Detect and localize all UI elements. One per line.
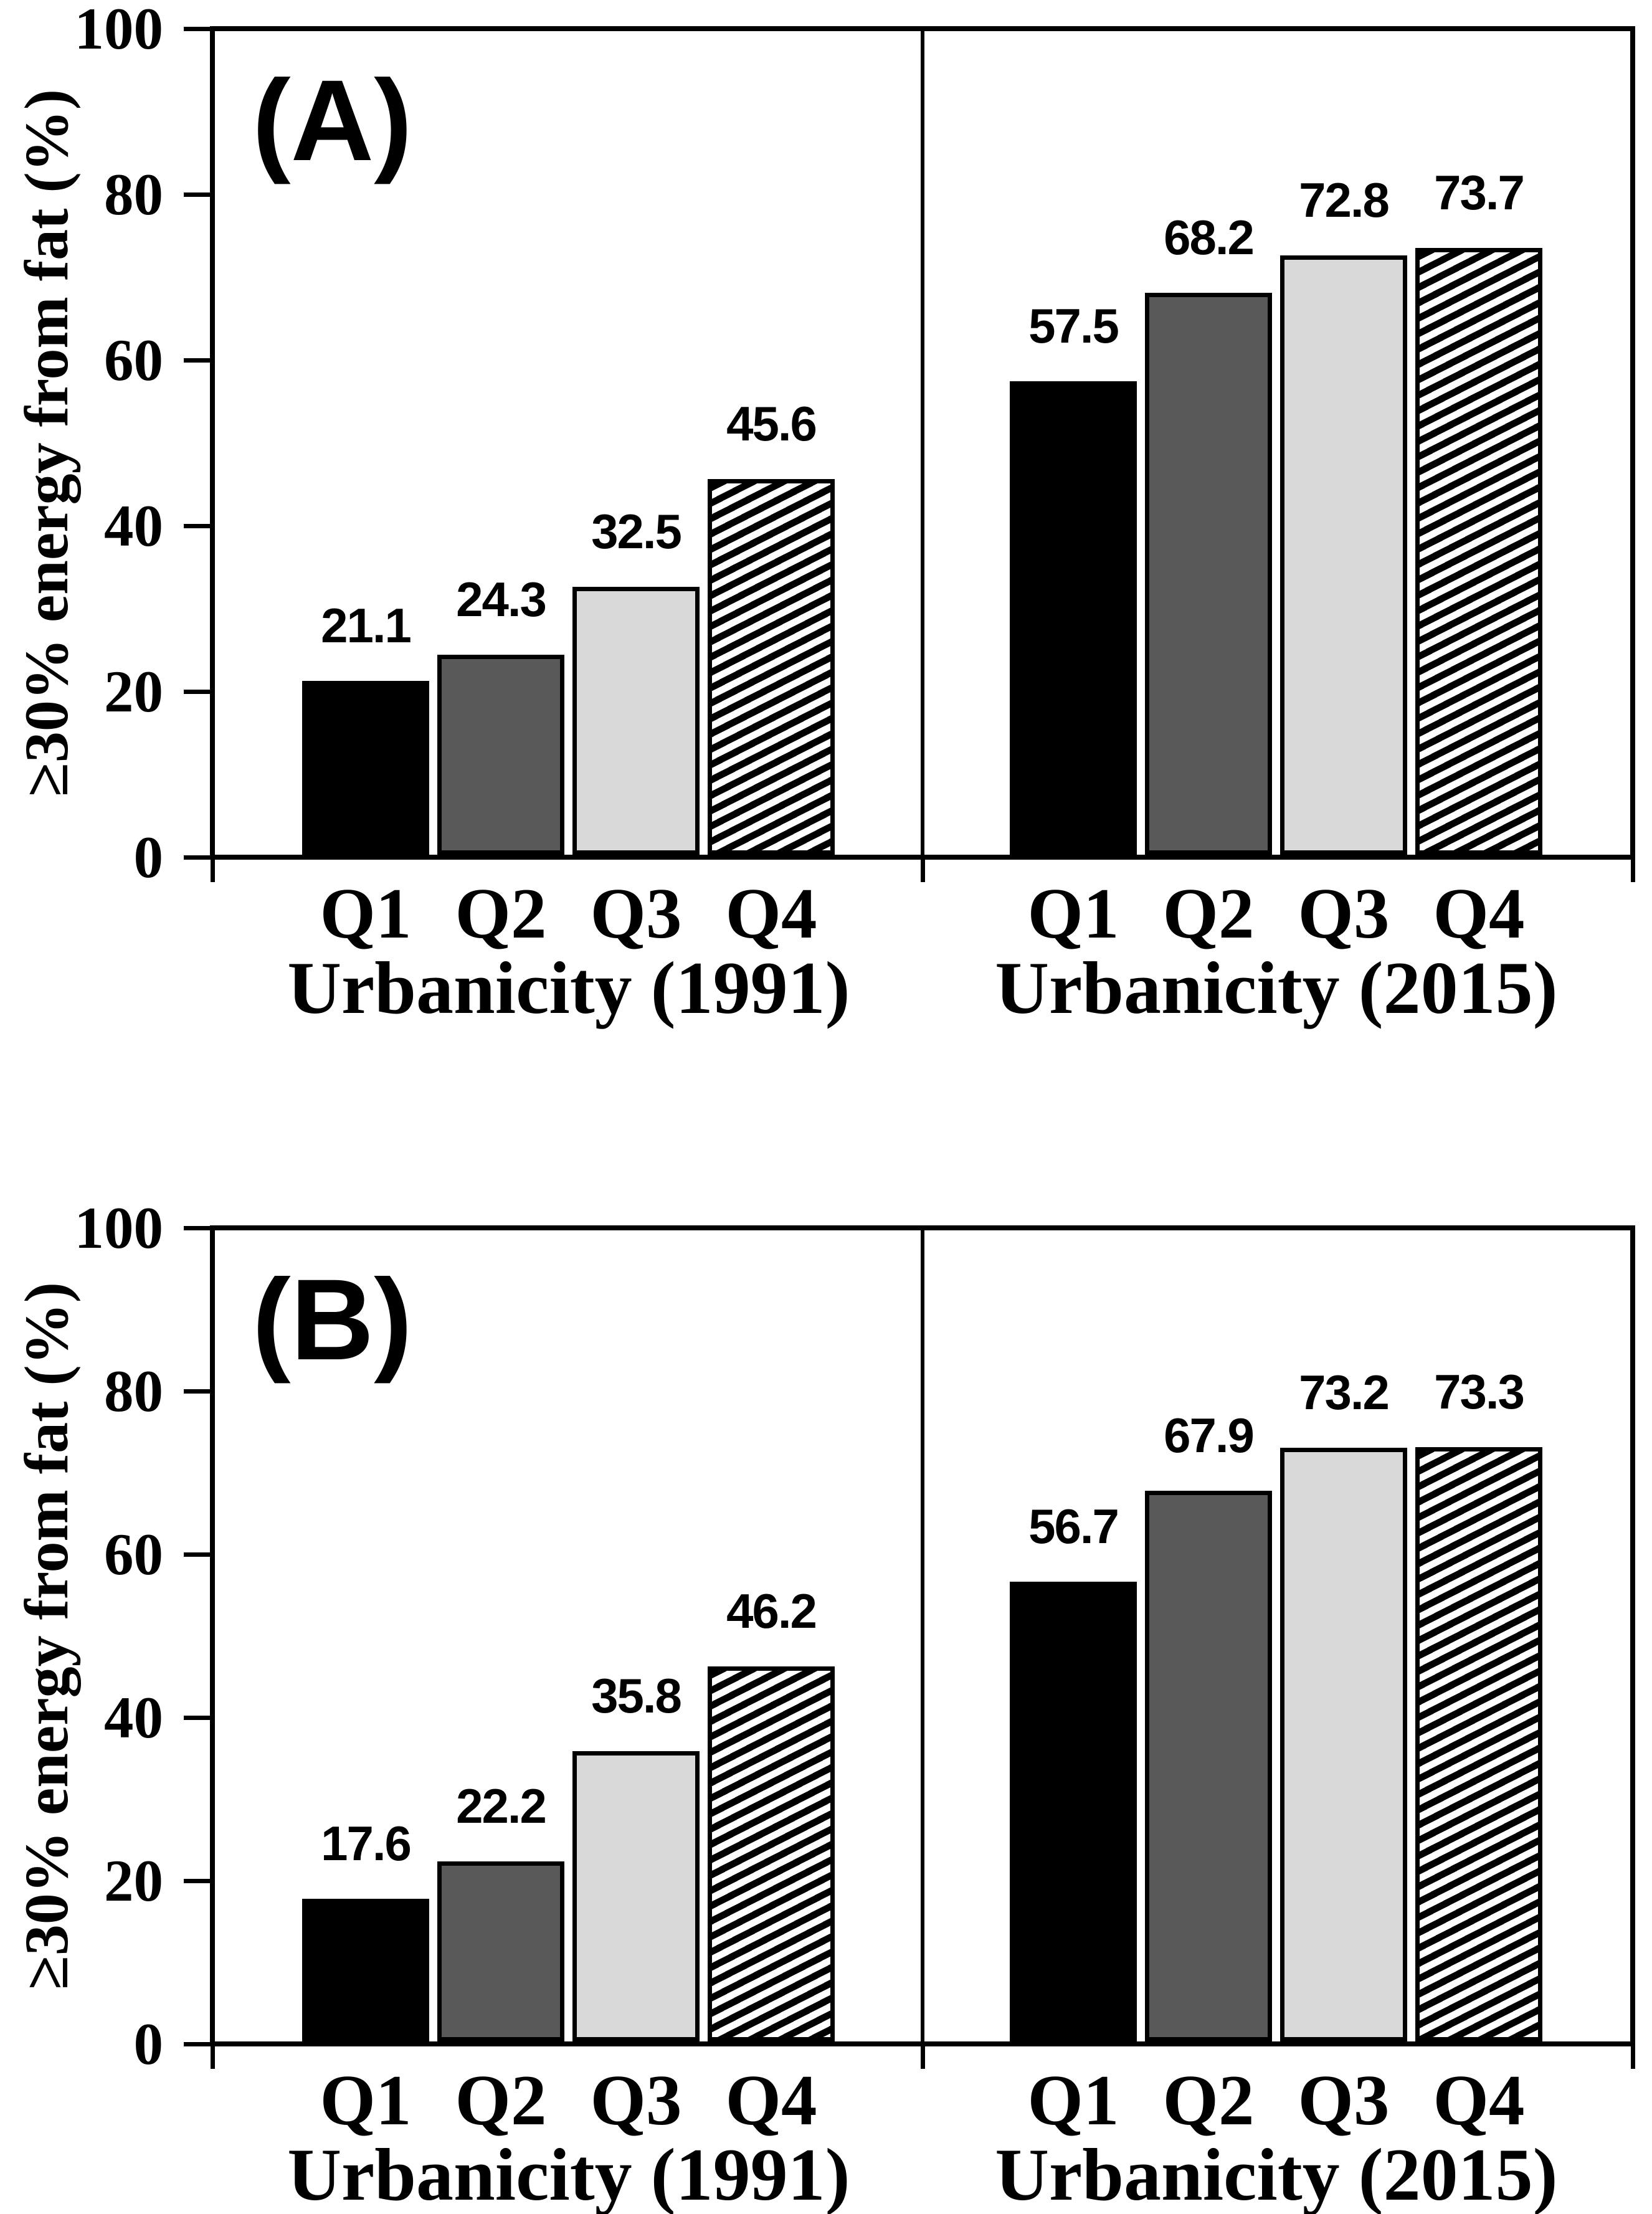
y-axis-title: ≥30% energy from fat (%) (12, 1281, 81, 1990)
bar-value-label: 22.2 (456, 1779, 547, 1833)
y-axis-tick-label: 40 (104, 1684, 163, 1751)
y-axis-tick (184, 689, 210, 694)
y-axis-tick (184, 1389, 210, 1394)
group-axis-title: Urbanicity (1991) (287, 2133, 850, 2214)
category-label: Q2 (1162, 874, 1255, 953)
x-axis-tick (1630, 2046, 1635, 2069)
y-axis-tick-label: 100 (74, 0, 164, 62)
bar-q1-group2 (1010, 381, 1137, 855)
group-axis-title: Urbanicity (1991) (287, 946, 850, 1029)
panel-letter: (A) (252, 57, 412, 185)
plot-area: (A) 21.1 24.3 32.5 45.6 57.5 68.2 72.8 73.7 (210, 26, 1635, 860)
x-axis-tick (1630, 860, 1635, 882)
bar-value-label: 67.9 (1164, 1408, 1255, 1463)
bar-value-label: 57.5 (1028, 298, 1119, 353)
group-axis-title: Urbanicity (2015) (995, 946, 1558, 1029)
y-axis-tick (184, 26, 210, 31)
group-divider-line (921, 31, 924, 855)
bar-q1-group2 (1010, 1582, 1137, 2041)
bar-q2-group2 (1145, 293, 1272, 855)
bar-q1-group1 (302, 681, 429, 855)
category-label: Q4 (725, 874, 817, 953)
category-label: Q1 (1027, 2061, 1119, 2140)
y-axis-tick (184, 192, 210, 197)
bar-q3-group2 (1280, 255, 1407, 855)
category-label: Q2 (455, 874, 547, 953)
category-label: Q4 (1433, 874, 1525, 953)
bar-q3-group1 (572, 587, 700, 855)
bar-value-label: 17.6 (321, 1816, 412, 1871)
bar-q3-group2 (1280, 1448, 1407, 2041)
panel-letter: (B) (252, 1256, 412, 1384)
category-label: Q3 (590, 2061, 682, 2140)
category-label: Q1 (320, 874, 412, 953)
y-axis-tick (184, 1715, 210, 1720)
y-axis-tick-label: 100 (74, 1195, 164, 1261)
category-label: Q4 (1433, 2061, 1525, 2140)
bar-value-label: 56.7 (1028, 1499, 1119, 1554)
bar-q4-group2 (1415, 248, 1542, 855)
y-axis-tick (184, 1878, 210, 1883)
y-axis-tick-label: 80 (104, 1358, 163, 1424)
x-axis-tick (210, 2046, 215, 2069)
y-axis-tick-label: 60 (104, 1521, 163, 1587)
bar-value-label: 73.7 (1434, 165, 1525, 220)
category-label: Q1 (320, 2061, 412, 2140)
category-label: Q1 (1027, 874, 1119, 953)
bar-value-label: 21.1 (321, 598, 412, 653)
category-label: Q4 (725, 2061, 817, 2140)
y-axis-tick (184, 523, 210, 528)
bar-q2-group1 (437, 655, 564, 855)
y-axis-tick (184, 2041, 210, 2046)
group-divider-line (921, 1230, 924, 2041)
y-axis-tick-label: 20 (104, 1848, 163, 1914)
y-axis-tick-label: 80 (104, 161, 163, 227)
bar-value-label: 46.2 (726, 1584, 817, 1638)
x-axis-tick (210, 860, 215, 882)
bar-value-label: 45.6 (726, 396, 817, 451)
x-axis-tick (920, 860, 925, 882)
category-label: Q3 (1298, 874, 1390, 953)
y-axis-tick (184, 358, 210, 363)
y-axis-tick-label: 0 (133, 824, 164, 890)
bar-q2-group1 (437, 1861, 564, 2041)
y-axis-title: ≥30% energy from fat (%) (12, 88, 81, 797)
bar-q2-group2 (1145, 1491, 1272, 2041)
y-axis-tick (184, 855, 210, 860)
bar-value-label: 32.5 (591, 504, 682, 559)
plot-area: (B) 17.6 22.2 35.8 46.2 56.7 67.9 73.2 73.3 (210, 1225, 1635, 2046)
bar-q1-group1 (302, 1899, 429, 2041)
bar-q4-group2 (1415, 1447, 1542, 2041)
bar-value-label: 73.3 (1434, 1364, 1525, 1419)
category-label: Q2 (455, 2061, 547, 2140)
bar-value-label: 35.8 (591, 1668, 682, 1723)
y-axis-tick-label: 0 (133, 2011, 164, 2077)
category-label: Q3 (1298, 2061, 1390, 2140)
bar-q4-group1 (708, 1666, 835, 2041)
bar-value-label: 72.8 (1299, 173, 1390, 227)
bar-value-label: 73.2 (1299, 1365, 1390, 1420)
y-axis-tick (184, 1552, 210, 1557)
group-axis-title: Urbanicity (2015) (995, 2133, 1558, 2214)
x-axis-tick (920, 2046, 925, 2069)
bar-q3-group1 (572, 1751, 700, 2041)
y-axis-tick-label: 40 (104, 493, 163, 559)
bar-value-label: 24.3 (456, 572, 547, 627)
bar-value-label: 68.2 (1164, 210, 1255, 265)
y-axis-tick-label: 60 (104, 327, 163, 393)
category-label: Q3 (590, 874, 682, 953)
y-axis-tick (184, 1225, 210, 1230)
y-axis-tick-label: 20 (104, 658, 163, 725)
bar-q4-group1 (708, 479, 835, 855)
category-label: Q2 (1162, 2061, 1255, 2140)
